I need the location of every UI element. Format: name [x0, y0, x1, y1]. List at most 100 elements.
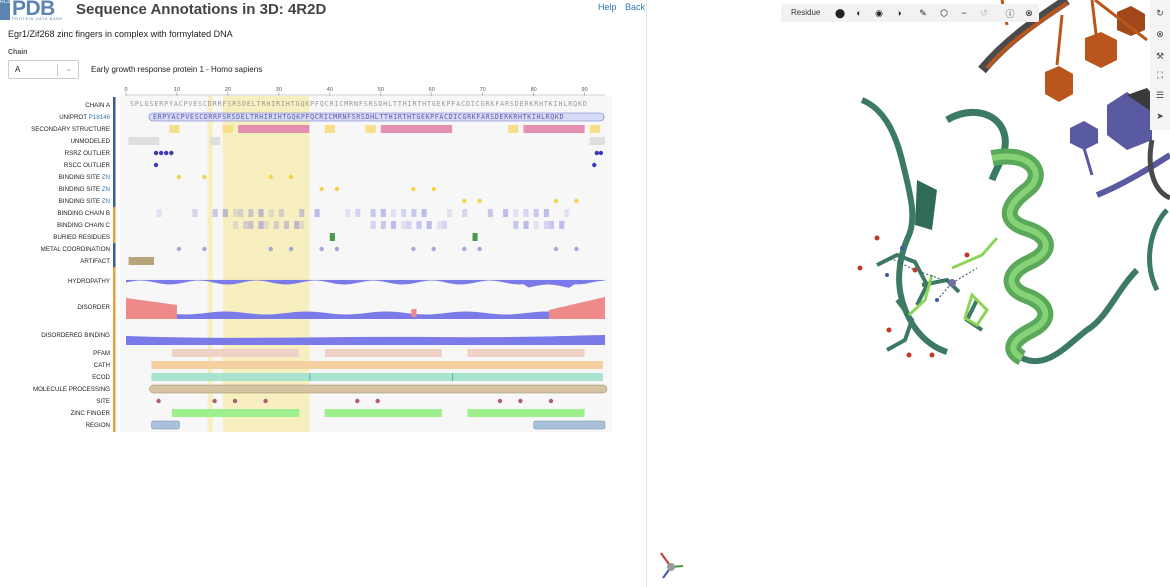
track-category-marker: [113, 295, 116, 321]
binding-chain-b: [233, 209, 239, 217]
minus-icon[interactable]: −: [961, 8, 967, 18]
molecular-viewer[interactable]: [647, 0, 1170, 587]
structure-canvas[interactable]: [647, 0, 1170, 587]
binding-chain-c: [263, 221, 269, 229]
binding-chain-b: [380, 209, 386, 217]
track-category-marker: [113, 347, 116, 359]
feature-viewer[interactable]: CHAIN A UNIPROT P18146 SECONDARY STRUCTURE…: [0, 0, 646, 587]
disorder-high: [411, 309, 417, 317]
binding-chain-c: [233, 221, 239, 229]
chain-select-value: A: [15, 65, 21, 74]
track-label: RSRZ OUTLIER: [65, 150, 111, 157]
track-category-marker: [113, 97, 116, 111]
contrast-icon[interactable]: ◑: [896, 8, 902, 18]
ruler-tick-label: 60: [429, 87, 435, 93]
chain-select[interactable]: A ⌄: [8, 60, 79, 79]
dna-base: [1055, 14, 1064, 66]
track-category-marker: [113, 195, 116, 207]
binding-chain-c: [243, 221, 249, 229]
unmodeled-segment: [210, 137, 221, 145]
site-dot: [497, 398, 503, 404]
pfam-domain: [324, 349, 442, 357]
binding-chain-c: [370, 221, 376, 229]
refresh-icon[interactable]: ↻: [1156, 7, 1164, 18]
binding-site-dot: [574, 198, 579, 204]
camera-icon[interactable]: ⊗: [1156, 28, 1164, 39]
binding-chain-b: [212, 209, 218, 217]
track-label: METAL COORDINATION: [41, 246, 110, 253]
brush-icon[interactable]: ✎: [919, 7, 927, 18]
protein-coil: [860, 97, 949, 355]
metal-coordination-dot: [462, 246, 467, 252]
buried-residue: [329, 233, 335, 241]
rsrz-outlier-dot: [598, 150, 604, 156]
track-label: ECOD: [92, 374, 110, 381]
ruler-tick-label: 70: [480, 87, 486, 93]
binding-site-dot: [431, 186, 436, 192]
protein-strand: [915, 180, 937, 230]
binding-chain-c: [390, 221, 397, 229]
dna-base-ring: [1045, 66, 1073, 102]
metal-coordination-dot: [176, 246, 182, 252]
binding-chain-b: [370, 209, 376, 217]
rsrz-outlier-dot: [169, 150, 174, 156]
binding-chain-c: [406, 221, 412, 229]
ruler-tick-label: 50: [378, 87, 384, 93]
track-category-marker: [113, 395, 116, 407]
selection-mode-label[interactable]: Residue: [791, 8, 821, 17]
entry-subtitle: Egr1/Zif268 zinc fingers in complex with…: [8, 29, 233, 39]
binding-chain-b: [564, 209, 570, 217]
rsrz-outlier-dot: [153, 150, 159, 156]
binding-chain-c: [416, 221, 422, 229]
ruler-tick-label: 20: [225, 87, 231, 93]
undo-icon[interactable]: ↺: [980, 7, 988, 18]
dna-base: [1094, 0, 1148, 42]
help-link[interactable]: Help: [598, 2, 617, 12]
sliders-icon[interactable]: ☰: [1155, 89, 1165, 100]
rsrz-outlier-dot: [164, 150, 169, 156]
metal-coordination-dot: [431, 246, 436, 252]
cursor-icon[interactable]: ➤: [1156, 110, 1164, 121]
logo-small-text: PROTEIN DATA BANK: [12, 16, 63, 21]
binding-site-dot: [411, 186, 416, 192]
track-label: BINDING CHAIN C: [57, 222, 110, 229]
binding-site-dot: [553, 198, 559, 204]
rcsb-pdb-logo[interactable]: RCSB PDB PROTEIN DATA BANK: [0, 0, 70, 21]
binding-chain-b: [222, 209, 228, 217]
dna-backbone: [1147, 139, 1170, 201]
disorder-high: [126, 298, 177, 319]
unmodeled-segment: [128, 137, 160, 145]
rscc-outlier-dot: [153, 162, 159, 168]
binding-chain-b: [543, 209, 549, 217]
panel-divider[interactable]: [646, 0, 647, 587]
rsrz-outlier-dot: [594, 150, 600, 156]
ecod-boundary: [452, 373, 454, 381]
help-icon[interactable]: ⓘ: [1005, 8, 1015, 19]
binding-chain-c: [426, 221, 432, 229]
nitrogen-atoms: [885, 246, 939, 302]
binding-chain-b: [487, 209, 493, 217]
site-dot: [355, 398, 360, 404]
helix-segment: [380, 125, 453, 133]
track-label: REGION: [86, 422, 110, 429]
logo-text: PDB: [12, 0, 55, 20]
binding-site-dot: [288, 174, 294, 180]
wrench-icon[interactable]: ⚒: [1155, 50, 1165, 61]
cube-icon[interactable]: ⬡: [940, 7, 948, 18]
ruler-tick-label: 10: [174, 87, 180, 93]
track-category-marker: [113, 219, 116, 231]
metal-coordination-dot: [574, 246, 579, 252]
half-circle-icon[interactable]: ◐: [856, 8, 862, 18]
track-label: BINDING SITE ZN: [59, 186, 110, 193]
strand-segment: [589, 125, 600, 133]
metal-coordination-dot: [553, 246, 559, 252]
toggle-icon[interactable]: ⬤: [834, 7, 846, 18]
close-icon[interactable]: ⊗: [1025, 7, 1033, 18]
track-category-marker: [113, 123, 116, 135]
back-link[interactable]: Back: [625, 2, 646, 12]
molecule-processing-bar: [149, 384, 608, 394]
overlap-icon[interactable]: ◉: [875, 7, 883, 18]
buried-residue: [472, 233, 478, 241]
page-title: Sequence Annotations in 3D: 4R2D: [76, 1, 327, 18]
expand-icon[interactable]: ⛶: [1156, 69, 1164, 80]
